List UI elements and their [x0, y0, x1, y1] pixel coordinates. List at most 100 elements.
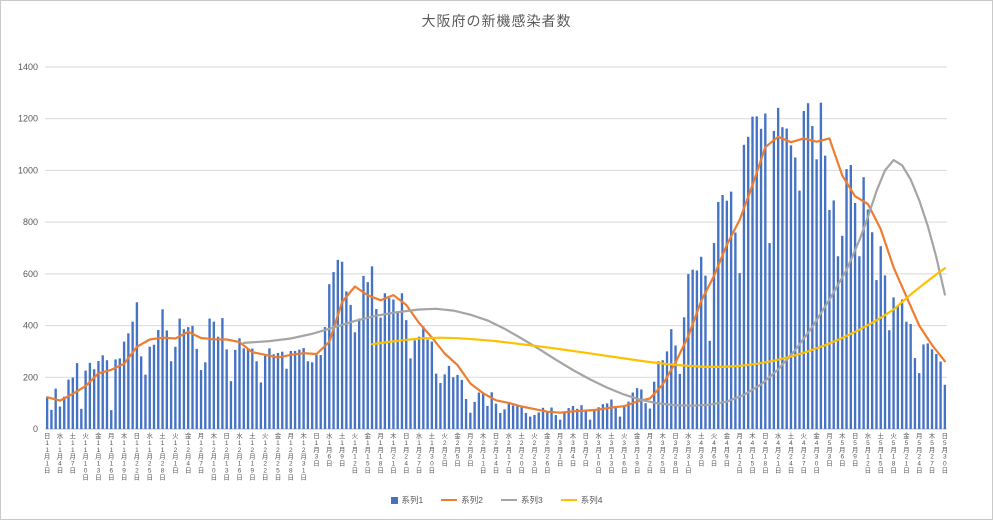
bar	[768, 243, 771, 429]
bar	[644, 403, 647, 429]
bar	[584, 410, 587, 429]
bar	[670, 329, 673, 429]
bar	[315, 355, 318, 429]
bar	[554, 415, 558, 429]
bar	[879, 246, 882, 429]
bar	[452, 377, 455, 429]
bar	[482, 392, 485, 429]
svg-text:400: 400	[23, 321, 38, 331]
series4-line-swatch-icon	[560, 498, 577, 502]
bar	[764, 113, 767, 429]
bar	[75, 363, 79, 429]
series3-line-swatch-icon	[501, 498, 517, 502]
bar	[789, 145, 793, 429]
bar	[712, 243, 716, 429]
bar	[640, 389, 643, 429]
bar	[653, 381, 656, 429]
legend-item-series3: 系列3	[501, 494, 543, 506]
bar	[187, 327, 190, 429]
bar	[935, 354, 938, 429]
bar	[674, 345, 677, 429]
bar	[456, 374, 459, 429]
bar	[63, 396, 66, 429]
bar	[131, 321, 134, 429]
bar	[682, 317, 686, 429]
bar	[165, 330, 169, 429]
bar	[447, 365, 451, 429]
bar	[541, 407, 545, 429]
bar	[614, 407, 617, 429]
bar	[157, 329, 160, 429]
chart-legend: 系列1 系列2 系列3 系列4	[1, 494, 992, 506]
bar	[311, 362, 314, 429]
bar	[563, 412, 566, 429]
bar	[97, 361, 100, 429]
bar	[871, 232, 874, 429]
bar	[845, 169, 848, 429]
bar	[841, 235, 844, 429]
chart-title: 大阪府の新機感染者数	[421, 13, 572, 29]
bar	[345, 291, 348, 429]
bar	[140, 356, 143, 429]
bar	[631, 392, 634, 429]
bar	[328, 284, 331, 429]
bar	[558, 419, 562, 429]
bar	[721, 194, 724, 429]
bar	[661, 360, 664, 429]
svg-text:1000: 1000	[18, 165, 38, 175]
bar	[490, 392, 493, 429]
bar	[114, 359, 117, 429]
line-series2	[46, 135, 946, 414]
bar	[191, 325, 194, 429]
bar	[221, 318, 224, 429]
bar	[379, 317, 382, 429]
bar	[174, 346, 177, 429]
bar	[576, 408, 579, 429]
bar	[524, 412, 528, 429]
bar	[396, 312, 399, 429]
bar	[900, 299, 904, 429]
bar	[571, 405, 575, 429]
bar	[691, 269, 694, 429]
bar	[888, 330, 891, 429]
bar	[819, 102, 823, 430]
bar	[588, 419, 592, 429]
bar	[618, 416, 622, 429]
bar	[281, 351, 284, 429]
line-series4	[370, 267, 946, 368]
bar	[815, 159, 818, 429]
bar	[695, 270, 699, 429]
bar	[105, 360, 109, 429]
bar	[464, 399, 468, 429]
bar	[858, 256, 861, 429]
legend-item-series4: 系列4	[560, 494, 602, 506]
bar	[806, 103, 810, 429]
bar	[755, 116, 758, 429]
bar	[67, 379, 70, 429]
bar	[836, 256, 840, 429]
svg-text:0: 0	[33, 424, 38, 434]
legend-label-series3: 系列3	[521, 495, 543, 505]
bar	[88, 362, 92, 429]
bar	[178, 318, 181, 429]
bar	[387, 298, 391, 429]
